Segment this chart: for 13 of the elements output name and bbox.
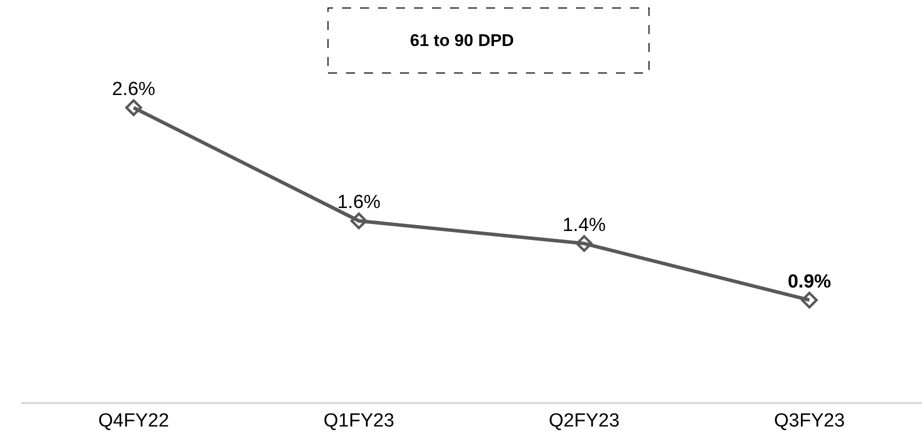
point <box>350 212 368 230</box>
point <box>125 99 142 116</box>
data-label: 1.6% <box>337 192 381 214</box>
x-tick-label: Q4FY22 <box>98 410 170 432</box>
point <box>800 292 818 309</box>
data-label: 1.4% <box>562 214 606 236</box>
point <box>576 235 593 252</box>
x-tick-label: Q3FY23 <box>774 410 845 432</box>
data-label: 2.6% <box>112 79 156 100</box>
chart-title: 61 to 90 DPD <box>410 30 514 50</box>
data-label: 0.9% <box>788 271 832 292</box>
x-tick-label: Q1FY23 <box>323 410 394 432</box>
x-tick-label: Q2FY23 <box>548 410 620 432</box>
